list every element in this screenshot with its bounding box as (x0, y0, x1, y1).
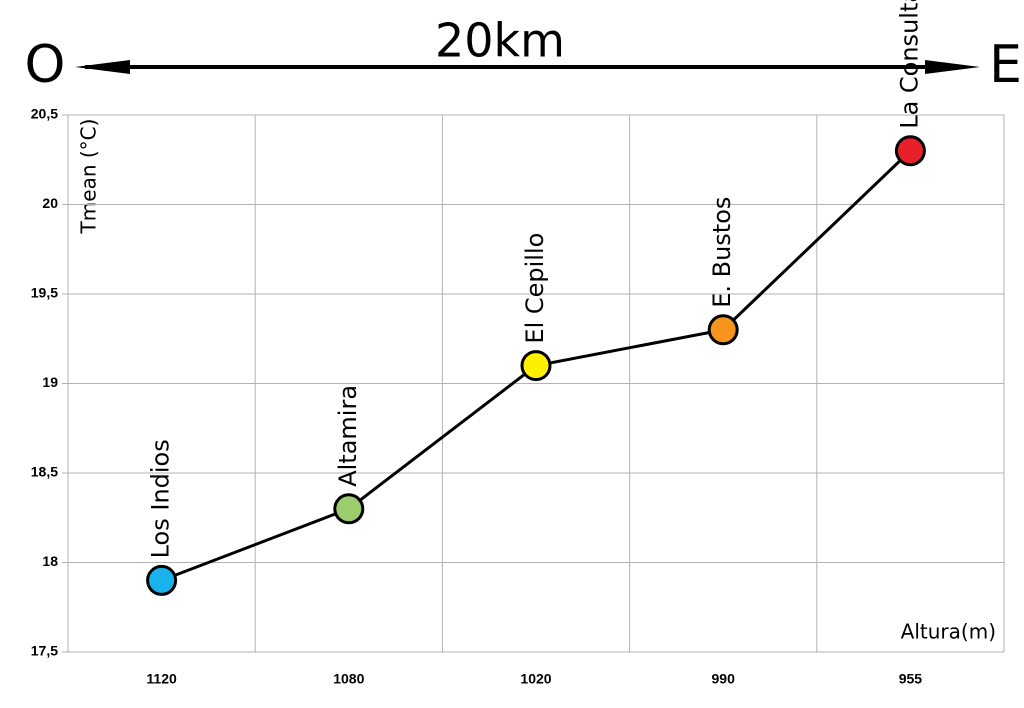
x-tick-label: 1020 (520, 671, 551, 687)
x-axis-label: Altura(m) (901, 620, 996, 644)
data-point (520, 350, 552, 382)
point-label: La Consulta (895, 0, 923, 129)
point-label: Los Indios (147, 439, 175, 558)
y-tick-label: 18 (42, 553, 58, 569)
point-label: E. Bustos (708, 197, 736, 308)
y-tick-label: 17,5 (31, 643, 58, 659)
data-point (894, 135, 926, 167)
distance-label: 20km (435, 14, 565, 68)
y-tick-label: 19,5 (31, 285, 58, 301)
x-tick-label: 955 (899, 671, 923, 687)
y-axis-label: Tmean (°C) (77, 119, 101, 235)
data-point (146, 564, 178, 596)
point-label: El Cepillo (521, 233, 549, 344)
direction-east: E (989, 35, 1022, 95)
data-point (707, 314, 739, 346)
x-tick-label: 1080 (333, 671, 364, 687)
data-point (333, 493, 365, 525)
y-tick-label: 20 (42, 195, 58, 211)
y-tick-label: 19 (42, 374, 58, 390)
y-tick-label: 18,5 (31, 464, 58, 480)
arrow-head (925, 60, 980, 74)
direction-west: O (25, 35, 66, 95)
x-tick-label: 990 (712, 671, 736, 687)
arrow-head (75, 60, 130, 74)
y-tick-label: 20,5 (31, 106, 58, 122)
point-label: Altamira (334, 385, 362, 487)
x-tick-label: 1120 (146, 671, 177, 687)
